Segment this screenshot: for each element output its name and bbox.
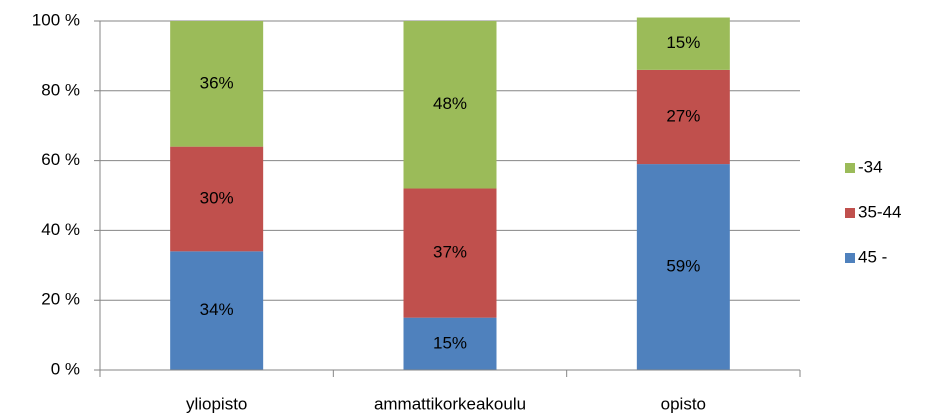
x-tick-label: opisto [661,394,706,413]
bar-segment [403,188,497,318]
y-tick-label: 20 % [41,290,80,309]
data-label: 27% [666,106,700,125]
data-label: 15% [666,33,700,52]
data-label: 15% [433,333,467,352]
bar-segment [170,21,264,147]
x-tick-label: yliopisto [186,394,247,413]
bar-segment [403,317,497,370]
data-label: 37% [433,243,467,262]
bar-segment [170,251,264,370]
y-tick-label: 80 % [41,80,80,99]
legend-swatch [845,253,855,263]
data-label: 36% [200,73,234,92]
legend-label: 45 - [858,247,887,266]
legend-label: -34 [858,157,883,176]
bar-segment [403,21,497,189]
data-label: 59% [666,257,700,276]
data-label: 30% [200,188,234,207]
legend-swatch [845,208,855,218]
bar-segment [636,164,730,370]
bar-segment [636,69,730,165]
y-tick-label: 60 % [41,150,80,169]
y-tick-label: 40 % [41,220,80,239]
data-label: 48% [433,94,467,113]
y-tick-label: 100 % [32,10,80,29]
legend-swatch [845,163,855,173]
bar-segment [636,17,730,70]
bar-segment [170,146,264,252]
x-tick-label: ammattikorkeakoulu [374,394,526,413]
y-tick-label: 0 % [51,359,80,378]
data-label: 34% [200,300,234,319]
legend-label: 35-44 [858,202,901,221]
